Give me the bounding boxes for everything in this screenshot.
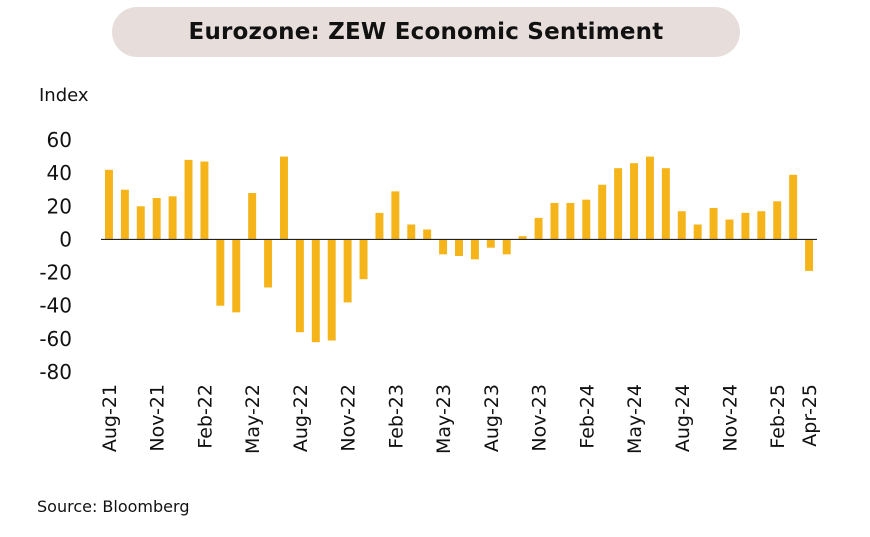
bar-Oct-21 xyxy=(136,206,145,240)
x-tick-label: Aug-23 xyxy=(481,384,503,452)
bar-May-22 xyxy=(248,193,257,240)
y-tick-label: 60 xyxy=(47,128,72,152)
bar-Sep-21 xyxy=(120,189,129,240)
bar-Jan-23 xyxy=(375,212,384,240)
bar-Oct-23 xyxy=(518,236,527,240)
y-tick-label: -60 xyxy=(39,327,72,351)
x-tick-label: Nov-24 xyxy=(719,384,741,452)
bar-Mar-24 xyxy=(598,184,607,240)
bar-Sep-24 xyxy=(693,224,702,240)
bar-Nov-22 xyxy=(343,239,352,303)
y-tick-label: 20 xyxy=(47,194,72,218)
y-tick-label: -20 xyxy=(39,261,72,285)
bar-Jun-22 xyxy=(264,239,273,288)
bar-Apr-25 xyxy=(805,239,814,271)
bar-Mar-25 xyxy=(789,174,798,240)
chart-title-pill: Eurozone: ZEW Economic Sentiment xyxy=(112,7,740,57)
y-tick-label: -80 xyxy=(39,360,72,384)
x-tick-label: Aug-24 xyxy=(672,384,694,452)
x-tick-label: Nov-21 xyxy=(147,384,169,452)
bar-May-24 xyxy=(630,163,638,240)
x-tick-label: May-22 xyxy=(242,384,264,454)
bars xyxy=(104,156,814,343)
x-tick-label: Nov-22 xyxy=(338,384,360,452)
bar-Sep-22 xyxy=(311,239,320,343)
bar-Aug-22 xyxy=(295,239,304,333)
bar-Mar-22 xyxy=(216,239,225,306)
bar-Oct-24 xyxy=(709,207,718,240)
bar-Apr-23 xyxy=(423,229,432,240)
x-tick-label: Aug-21 xyxy=(99,384,121,452)
bar-Aug-21 xyxy=(104,169,113,240)
bar-Sep-23 xyxy=(502,239,511,255)
bar-Jan-24 xyxy=(566,202,575,240)
bar-Feb-22 xyxy=(200,161,209,240)
bar-Dec-23 xyxy=(550,202,559,240)
y-tick-labels: 60 40 20 0 -20 -40 -60 -80 xyxy=(39,128,72,384)
bar-Jun-23 xyxy=(455,239,463,256)
x-tick-label: Feb-23 xyxy=(385,384,407,449)
bar-Jul-22 xyxy=(280,156,288,240)
bar-May-23 xyxy=(439,239,448,255)
x-tick-label: May-24 xyxy=(624,384,646,454)
bar-Jun-24 xyxy=(645,156,654,240)
bar-Aug-24 xyxy=(677,211,686,240)
x-tick-label: Nov-23 xyxy=(529,384,551,452)
bar-Oct-22 xyxy=(327,239,336,341)
x-tick-label: Feb-25 xyxy=(767,384,789,449)
x-tick-labels: Aug-21 Nov-21 Feb-22 May-22 Aug-22 Nov-22 Feb-… xyxy=(99,384,821,454)
bar-Nov-23 xyxy=(534,217,543,240)
bar-Jul-23 xyxy=(470,239,479,260)
y-axis-label: Index xyxy=(39,85,89,106)
y-tick-label: -40 xyxy=(39,294,72,318)
bar-Nov-21 xyxy=(152,198,161,240)
x-tick-label: Feb-22 xyxy=(194,384,216,449)
x-tick-label: May-23 xyxy=(433,384,455,454)
bar-Feb-23 xyxy=(391,191,400,240)
x-tick-label: Aug-22 xyxy=(290,384,312,452)
bar-Mar-23 xyxy=(407,224,416,240)
bar-Nov-24 xyxy=(725,219,734,240)
bar-Dec-24 xyxy=(741,212,750,240)
bar-Apr-22 xyxy=(232,239,241,313)
bar-Apr-24 xyxy=(614,168,623,240)
bar-Jul-24 xyxy=(661,168,670,240)
bar-Dec-22 xyxy=(359,239,368,280)
bar-Aug-23 xyxy=(486,239,495,248)
chart-title: Eurozone: ZEW Economic Sentiment xyxy=(188,19,664,45)
bar-Jan-22 xyxy=(184,159,193,240)
source-note: Source: Bloomberg xyxy=(37,497,190,516)
bar-Jan-25 xyxy=(757,211,766,240)
x-tick-label: Apr-25 xyxy=(799,384,821,447)
bar-Feb-25 xyxy=(773,201,782,240)
bar-Dec-21 xyxy=(168,196,177,240)
x-tick-label: Feb-24 xyxy=(576,384,598,449)
y-tick-label: 0 xyxy=(59,227,72,251)
y-tick-label: 40 xyxy=(47,161,72,185)
bar-Feb-24 xyxy=(582,199,591,240)
